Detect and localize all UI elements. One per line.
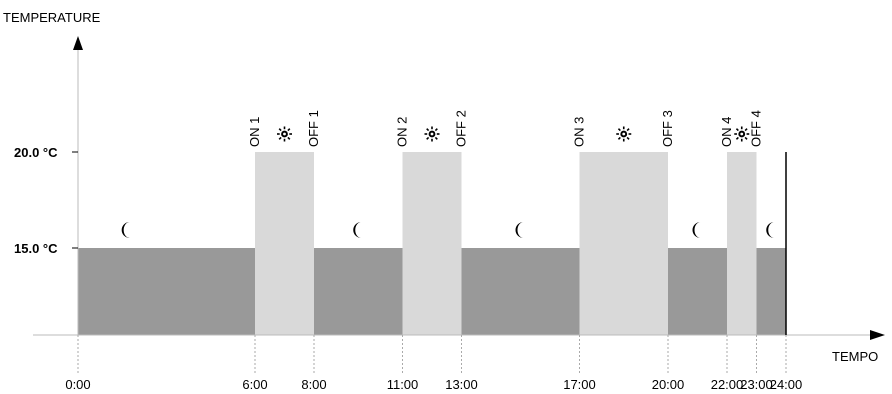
- moon-icon: [121, 222, 130, 238]
- segment-bar-5: [461, 248, 580, 335]
- x-axis-title: TEMPO: [832, 349, 878, 364]
- x-tick-label: 8:00: [301, 377, 326, 392]
- x-tick-label: 24:00: [770, 377, 803, 392]
- x-tick-label: 17:00: [563, 377, 596, 392]
- event-label: ON 1: [247, 117, 262, 147]
- y-tick-label: 15.0 °C: [14, 241, 58, 256]
- segment-bar-6: [579, 152, 668, 335]
- segments-layer: [78, 152, 786, 335]
- x-tick-label: 6:00: [242, 377, 267, 392]
- x-tick-label: 0:00: [65, 377, 90, 392]
- event-label: ON 2: [395, 117, 410, 147]
- segment-bar-4: [402, 152, 462, 335]
- sun-icon: [424, 126, 440, 142]
- y-ticks-layer: 20.0 °C 15.0 °C: [14, 145, 78, 256]
- event-label: OFF 4: [749, 110, 764, 147]
- x-ticks-layer: 0:00 6:00 8:00 11:00 13:00 17:00 20:00 22:0023:…: [65, 335, 802, 392]
- x-axis-arrow: [870, 330, 885, 340]
- segment-bar-3: [314, 248, 403, 335]
- event-label: ON 4: [719, 117, 734, 147]
- event-label: OFF 1: [306, 110, 321, 147]
- x-tick-label: 20:00: [652, 377, 685, 392]
- event-label: OFF 3: [660, 110, 675, 147]
- event-label: ON 3: [572, 117, 587, 147]
- event-labels-layer: ON 1 OFF 1 ON 2 OFF 2 ON 3 OFF 3 ON 4 OFF 4: [247, 110, 764, 147]
- y-tick-label: 20.0 °C: [14, 145, 58, 160]
- y-axis-arrow: [73, 36, 83, 50]
- segment-bar-9: [756, 248, 786, 335]
- segment-bar-8: [727, 152, 757, 335]
- sun-icon: [734, 126, 750, 142]
- moon-icon: [692, 222, 701, 238]
- segment-bar-2: [255, 152, 314, 335]
- moon-icon: [353, 222, 362, 238]
- segment-bar-7: [668, 248, 727, 335]
- x-tick-label: 13:00: [445, 377, 478, 392]
- moon-icon: [766, 222, 775, 238]
- segment-bar-1: [78, 248, 255, 335]
- axes-layer: TEMPERATURE TEMPO: [3, 10, 885, 364]
- sun-icon: [277, 126, 292, 142]
- mode-icons-layer: [121, 126, 775, 238]
- y-axis-title: TEMPERATURE: [3, 10, 101, 25]
- moon-icon: [515, 222, 524, 238]
- x-tick-label: 23:00: [740, 377, 773, 392]
- x-tick-label: 22:00: [711, 377, 744, 392]
- sun-icon: [616, 126, 632, 142]
- event-label: OFF 2: [454, 110, 469, 147]
- x-tick-label: 11:00: [387, 377, 419, 392]
